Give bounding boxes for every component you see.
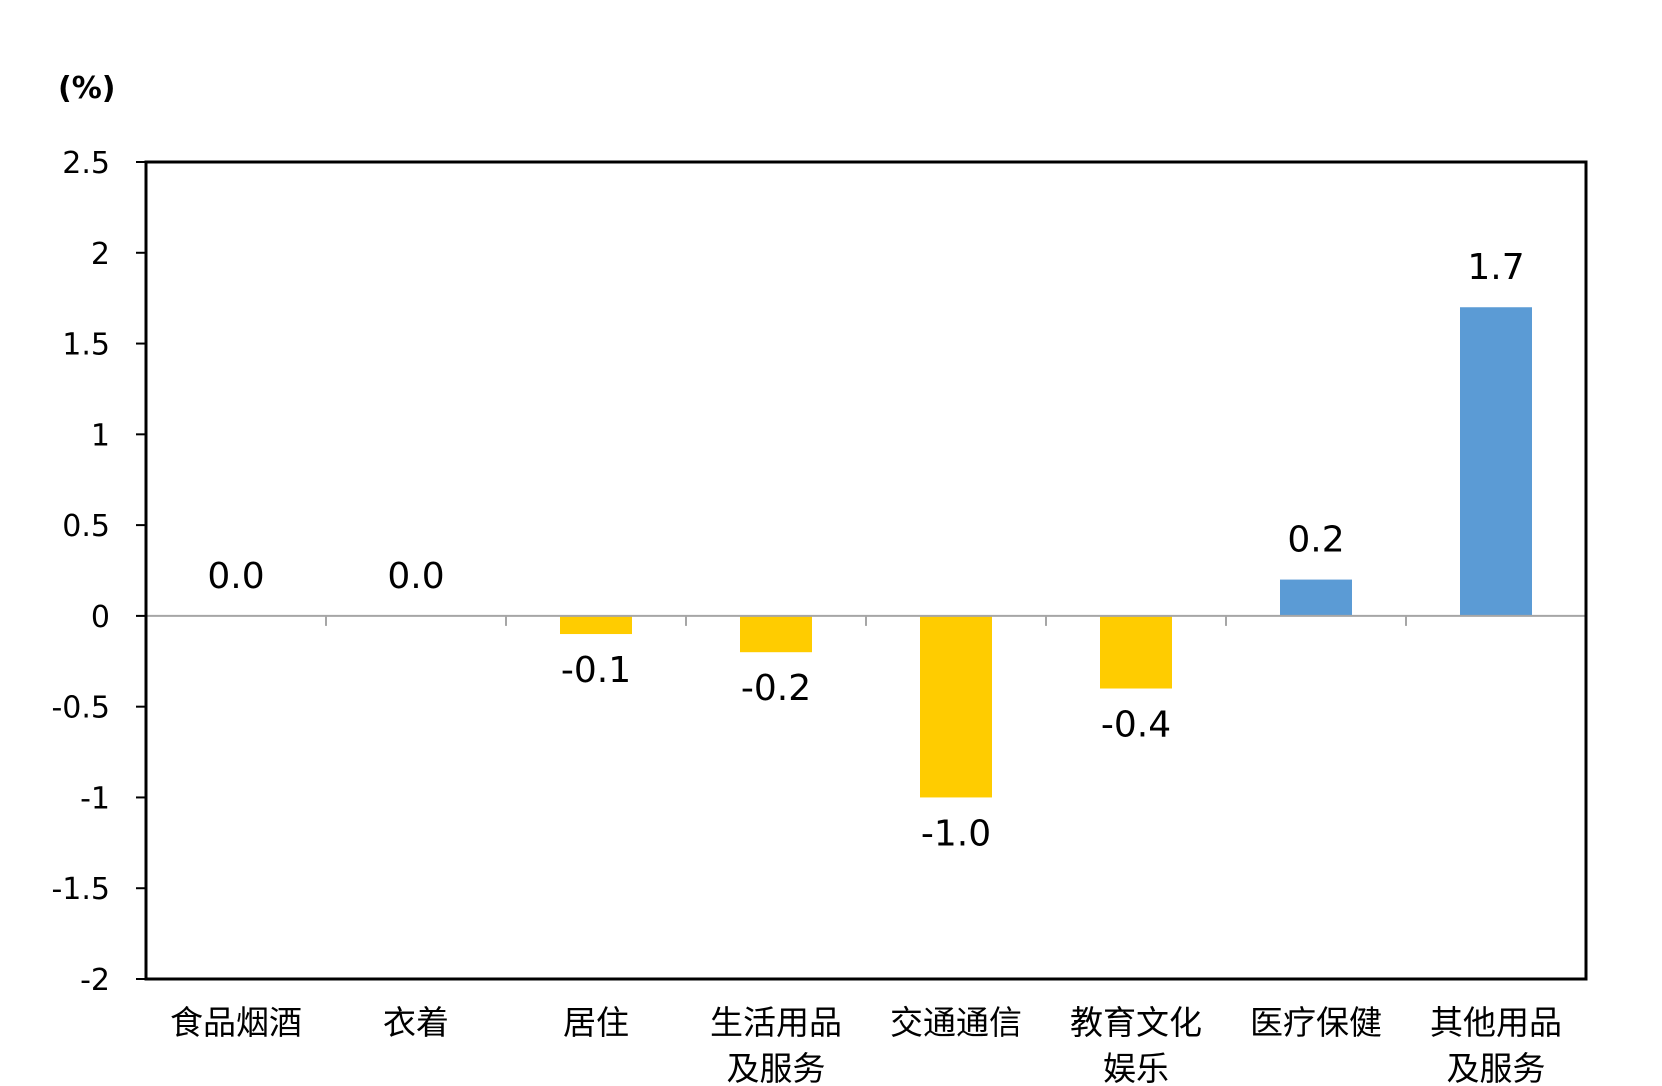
- data-label: 0.2: [1287, 520, 1344, 561]
- data-label: 0.0: [207, 556, 264, 597]
- y-tick-label: 2: [91, 237, 110, 272]
- data-label: -0.2: [741, 668, 811, 709]
- bar: [1280, 579, 1352, 616]
- bar: [560, 615, 632, 635]
- x-axis: [145, 614, 1587, 626]
- bar: [740, 615, 812, 653]
- y-axis-unit-label: (%): [58, 71, 115, 106]
- bar: [1100, 615, 1172, 689]
- y-tick-label: -0.5: [51, 691, 110, 726]
- bar: [1460, 307, 1532, 616]
- data-label: -0.1: [561, 650, 631, 691]
- category-label: 娱乐: [1103, 1049, 1169, 1086]
- y-tick-label: 0.5: [62, 509, 110, 544]
- category-label: 及服务: [727, 1049, 826, 1086]
- category-label: 衣着: [383, 1003, 449, 1042]
- category-label: 居住: [563, 1003, 629, 1042]
- y-tick-label: -1.5: [51, 872, 110, 907]
- plot-area-frame: [144, 160, 1588, 981]
- data-label: 1.7: [1467, 247, 1524, 288]
- category-label: 医疗保健: [1250, 1003, 1382, 1042]
- category-label: 生活用品: [710, 1003, 842, 1042]
- data-labels: 0.0 0.0 -0.1 -0.2 -1.0 -0.4 0.2 1.7: [207, 247, 1524, 854]
- y-axis: 2.5 2 1.5 1 0.5 0 -0.5 -1 -1.5 -2: [51, 146, 146, 998]
- category-label: 其他用品: [1430, 1003, 1562, 1042]
- data-label: 0.0: [387, 556, 444, 597]
- y-tick-label: -1: [80, 781, 110, 816]
- y-tick-label: 0: [91, 600, 110, 635]
- y-tick-label: 1.5: [62, 328, 110, 363]
- y-tick-label: -2: [80, 963, 110, 998]
- data-label: -1.0: [921, 813, 991, 854]
- category-label: 及服务: [1447, 1049, 1546, 1086]
- category-label: 交通通信: [890, 1003, 1022, 1042]
- bar: [920, 615, 992, 798]
- y-tick-label: 2.5: [62, 146, 110, 181]
- bar-series: [560, 307, 1532, 798]
- y-tick-label: 1: [91, 418, 110, 453]
- category-label: 教育文化: [1070, 1003, 1202, 1042]
- category-label: 食品烟酒: [170, 1003, 302, 1042]
- data-label: -0.4: [1101, 705, 1171, 746]
